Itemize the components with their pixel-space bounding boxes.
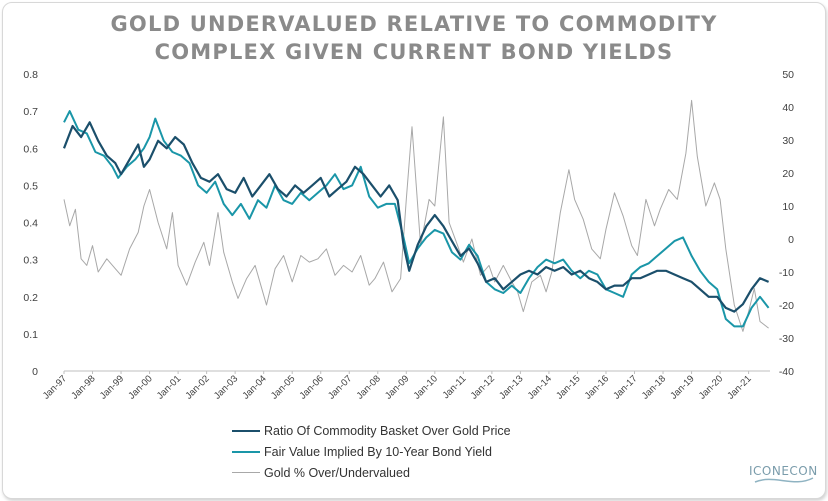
legend-label-fair-value: Fair Value Implied By 10-Year Bond Yield — [264, 444, 492, 459]
right-tick-label: -30 — [779, 333, 794, 345]
legend: Ratio Of Commodity Basket Over Gold Pric… — [232, 420, 511, 483]
legend-item-gold: Gold % Over/Undervalued — [232, 462, 511, 483]
title-line-2: COMPLEX GIVEN CURRENT BOND YIELDS — [154, 40, 674, 64]
right-tick-label: -20 — [779, 300, 794, 312]
left-tick-label: 0.6 — [23, 143, 38, 155]
legend-swatch-ratio — [232, 429, 260, 432]
series-layer — [62, 99, 770, 332]
series-line-gold — [63, 99, 769, 332]
legend-item-fair-value: Fair Value Implied By 10-Year Bond Yield — [232, 441, 511, 462]
x-tick-label: Jan-03 — [212, 373, 240, 401]
x-tick-label: Jan-17 — [611, 373, 639, 401]
x-tick-label: Jan-18 — [640, 373, 668, 401]
x-tick-label: Jan-21 — [725, 373, 753, 401]
x-tick-label: Jan-99 — [98, 373, 126, 401]
x-tick-label: Jan-01 — [155, 373, 183, 401]
logo-text: ICONECON — [749, 464, 818, 478]
x-tick-label: Jan-12 — [469, 373, 497, 401]
x-tick-label: Jan-11 — [441, 373, 469, 401]
x-tick-label: Jan-14 — [526, 373, 554, 401]
legend-swatch-fair-value — [232, 450, 260, 453]
legend-label-ratio: Ratio Of Commodity Basket Over Gold Pric… — [264, 423, 511, 438]
x-axis: Jan-97 Jan-98 Jan-99 Jan-00 Jan-01 Jan-02 Jan-… — [41, 371, 754, 402]
x-tick-label: Jan-16 — [583, 373, 611, 401]
left-tick-label: 0.8 — [23, 69, 38, 81]
x-tick-label: Jan-00 — [126, 373, 154, 401]
x-tick-label: Jan-10 — [412, 373, 440, 401]
x-tick-label: Jan-19 — [668, 373, 696, 401]
left-tick-label: 0 — [32, 366, 38, 378]
title-line-1: GOLD UNDERVALUED RELATIVE TO COMMODITY — [110, 12, 718, 36]
right-tick-label: 40 — [782, 102, 794, 114]
left-tick-label: 0.5 — [23, 180, 38, 192]
logo-swoosh-icon — [754, 477, 814, 483]
x-tick-label: Jan-04 — [240, 373, 268, 401]
x-tick-label: Jan-07 — [326, 373, 354, 401]
legend-swatch-gold — [232, 472, 260, 473]
x-tick-label: Jan-08 — [355, 373, 383, 401]
x-tick-label: Jan-98 — [69, 373, 97, 401]
right-tick-label: 30 — [782, 135, 794, 147]
left-tick-label: 0.1 — [23, 329, 38, 341]
left-tick-label: 0.7 — [23, 106, 38, 118]
chart-title: GOLD UNDERVALUED RELATIVE TO COMMODITY C… — [0, 10, 828, 66]
right-tick-label: 10 — [782, 201, 794, 213]
x-tick-label: Jan-15 — [554, 373, 582, 401]
left-axis: 0 0.1 0.2 0.3 0.4 0.5 0.6 0.7 0.8 — [23, 69, 38, 378]
x-tick-label: Jan-02 — [183, 373, 211, 401]
iconecon-logo: ICONECON — [749, 462, 819, 492]
series-line-ratio — [62, 121, 770, 313]
right-axis: -40 -30 -20 -10 0 10 20 30 40 50 — [779, 69, 794, 378]
legend-label-gold: Gold % Over/Undervalued — [264, 465, 410, 480]
x-tick-label: Jan-06 — [298, 373, 326, 401]
x-tick-label: Jan-20 — [697, 373, 725, 401]
x-tick-label: Jan-09 — [383, 373, 411, 401]
right-tick-label: 50 — [782, 69, 794, 81]
right-tick-label: 20 — [782, 168, 794, 180]
x-tick-label: Jan-97 — [41, 373, 69, 401]
legend-item-ratio: Ratio Of Commodity Basket Over Gold Pric… — [232, 420, 511, 441]
left-tick-label: 0.3 — [23, 255, 38, 267]
right-tick-label: -10 — [779, 267, 794, 279]
right-tick-label: 0 — [788, 234, 794, 246]
left-tick-label: 0.4 — [23, 218, 38, 230]
series-line-fair-value — [63, 110, 770, 328]
left-tick-label: 0.2 — [23, 292, 38, 304]
x-tick-label: Jan-13 — [497, 373, 525, 401]
x-tick-label: Jan-05 — [269, 373, 297, 401]
right-tick-label: -40 — [779, 366, 794, 378]
